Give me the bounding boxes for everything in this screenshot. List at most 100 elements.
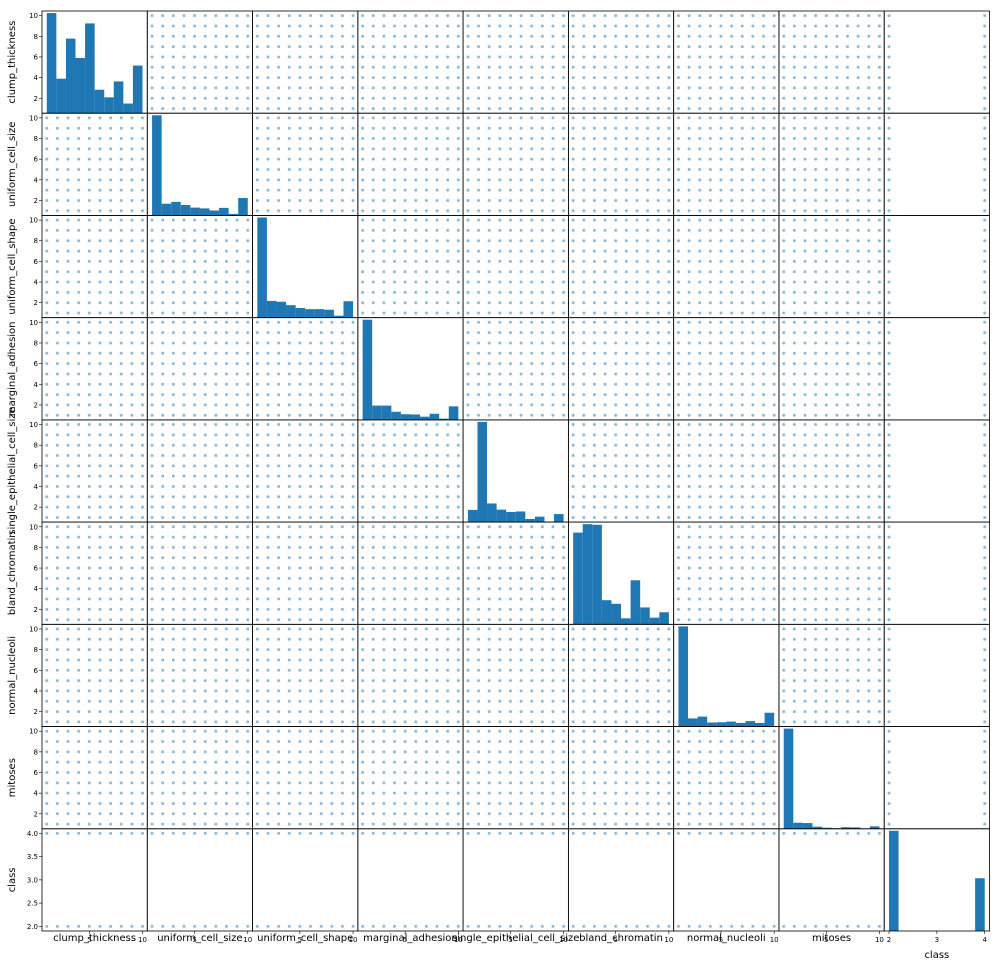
scatter-point bbox=[214, 443, 218, 447]
scatter-point bbox=[856, 515, 860, 519]
scatter-point bbox=[225, 515, 228, 519]
scatter-point bbox=[87, 331, 91, 335]
scatter-point bbox=[719, 341, 723, 345]
scatter-point bbox=[687, 188, 691, 192]
scatter-point bbox=[540, 658, 544, 662]
scatter-point bbox=[624, 280, 628, 284]
scatter-point bbox=[203, 218, 207, 222]
scatter-point bbox=[161, 76, 165, 80]
scatter-point bbox=[846, 147, 850, 151]
scatter-point bbox=[150, 280, 154, 284]
scatter-point bbox=[193, 464, 197, 468]
scatter-point bbox=[446, 637, 450, 641]
panel-marginal_adhesion-vs-uniform_cell_size bbox=[146, 317, 253, 421]
scatter-point bbox=[424, 116, 428, 120]
scatter-point bbox=[55, 290, 59, 294]
scatter-point bbox=[87, 433, 91, 437]
scatter-point bbox=[287, 545, 291, 549]
scatter-point bbox=[983, 270, 987, 274]
scatter-point bbox=[751, 126, 755, 130]
scatter-point bbox=[983, 341, 987, 345]
scatter-point bbox=[698, 362, 702, 366]
scatter-point bbox=[246, 413, 250, 417]
scatter-point bbox=[371, 14, 375, 18]
scatter-point bbox=[456, 648, 460, 652]
scatter-point bbox=[214, 413, 218, 417]
scatter-point bbox=[519, 65, 523, 69]
scatter-point bbox=[792, 607, 796, 611]
scatter-point bbox=[477, 648, 481, 652]
scatter-point bbox=[582, 331, 586, 335]
scatter-point bbox=[371, 556, 375, 560]
scatter-point bbox=[77, 126, 81, 130]
scatter-point bbox=[456, 107, 460, 111]
scatter-point bbox=[309, 464, 313, 468]
scatter-point bbox=[393, 270, 397, 274]
scatter-point bbox=[498, 126, 502, 130]
scatter-point bbox=[150, 679, 154, 683]
scatter-point bbox=[814, 351, 818, 355]
scatter-point bbox=[487, 239, 491, 243]
panel-bland_chromatin-vs-class bbox=[883, 521, 990, 625]
scatter-point bbox=[182, 668, 186, 672]
scatter-point bbox=[182, 96, 186, 100]
scatter-point bbox=[571, 14, 575, 18]
scatter-point bbox=[309, 341, 313, 345]
scatter-point bbox=[277, 331, 281, 335]
scatter-point bbox=[466, 34, 470, 38]
scatter-point bbox=[298, 535, 302, 539]
scatter-point bbox=[751, 331, 755, 335]
histogram-bar bbox=[439, 418, 449, 420]
scatter-point bbox=[87, 545, 91, 549]
scatter-point bbox=[824, 393, 828, 397]
scatter-point bbox=[846, 474, 850, 478]
scatter-point bbox=[835, 65, 839, 69]
scatter-point bbox=[519, 710, 523, 714]
scatter-point bbox=[246, 587, 250, 591]
scatter-point bbox=[762, 351, 766, 355]
scatter-point bbox=[393, 126, 397, 130]
scatter-point bbox=[466, 188, 470, 192]
scatter-point bbox=[193, 495, 197, 499]
scatter-point bbox=[403, 545, 407, 549]
scatter-point bbox=[698, 576, 702, 580]
scatter-point bbox=[983, 259, 987, 263]
scatter-point bbox=[182, 618, 186, 622]
scatter-point bbox=[635, 331, 639, 335]
scatter-point bbox=[182, 658, 186, 662]
scatter-point bbox=[255, 668, 259, 672]
scatter-point bbox=[592, 280, 596, 284]
scatter-point bbox=[435, 679, 439, 683]
scatter-point bbox=[246, 107, 250, 111]
scatter-point bbox=[582, 188, 586, 192]
scatter-point bbox=[824, 423, 828, 427]
scatter-point bbox=[309, 34, 313, 38]
scatter-point bbox=[656, 474, 660, 478]
scatter-point bbox=[371, 587, 375, 591]
scatter-point bbox=[361, 545, 365, 549]
scatter-point bbox=[824, 587, 828, 591]
scatter-point bbox=[624, 301, 628, 305]
scatter-point bbox=[225, 311, 228, 315]
scatter-point bbox=[762, 607, 766, 611]
scatter-point bbox=[66, 137, 70, 141]
scatter-point bbox=[856, 198, 860, 202]
scatter-point bbox=[203, 270, 207, 274]
scatter-point bbox=[646, 301, 650, 305]
scatter-point bbox=[730, 55, 734, 59]
scatter-point bbox=[698, 515, 702, 519]
scatter-point bbox=[846, 413, 850, 417]
scatter-point bbox=[214, 96, 218, 100]
scatter-point bbox=[298, 627, 302, 631]
scatter-point bbox=[656, 218, 660, 222]
scatter-point bbox=[676, 423, 680, 427]
scatter-point bbox=[687, 433, 691, 437]
scatter-point bbox=[309, 403, 313, 407]
scatter-point bbox=[635, 147, 639, 151]
scatter-point bbox=[603, 433, 607, 437]
scatter-point bbox=[255, 393, 259, 397]
scatter-point bbox=[393, 710, 397, 714]
scatter-point bbox=[161, 433, 165, 437]
scatter-point bbox=[708, 495, 712, 499]
scatter-point bbox=[624, 228, 628, 232]
